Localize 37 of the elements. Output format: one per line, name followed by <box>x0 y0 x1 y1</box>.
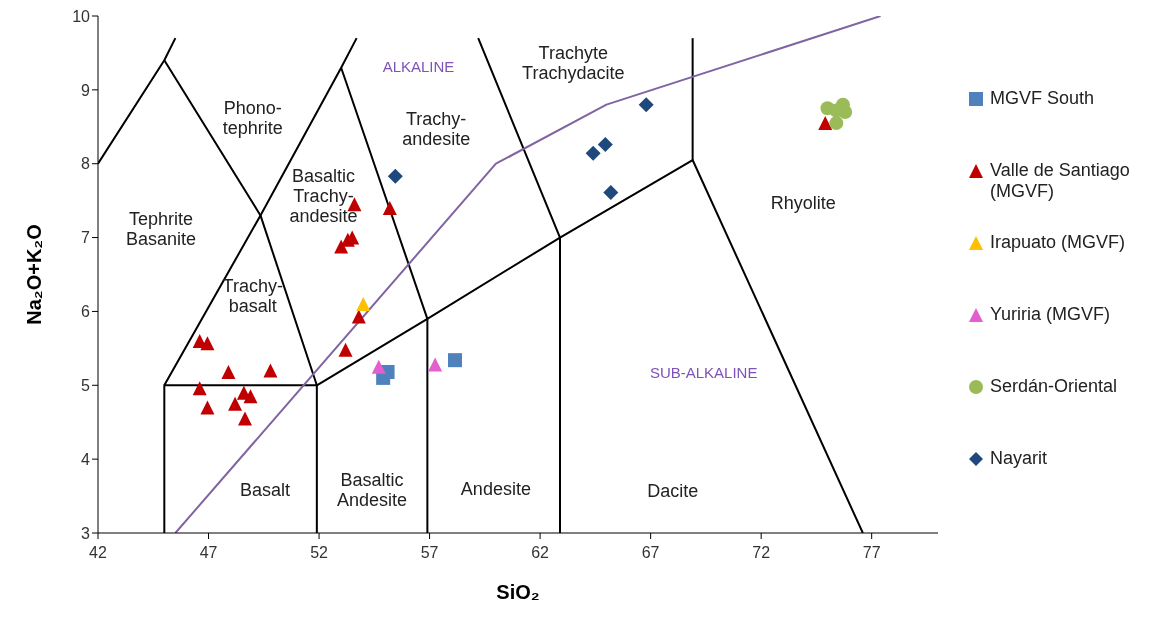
y-axis-title: Na₂O+K₂O <box>23 224 46 325</box>
y-tick-label: 6 <box>81 303 91 321</box>
x-tick-label: 72 <box>752 544 771 562</box>
y-tick-label: 9 <box>81 81 91 99</box>
annotation: ALKALINE <box>382 57 455 75</box>
annotation: Trachy- basalt <box>222 275 283 316</box>
legend-label: Irapuato (MGVF) <box>990 232 1126 253</box>
annotation: Basalt <box>239 479 290 500</box>
y-tick-label: 7 <box>81 229 91 247</box>
legend-label: Nayarit <box>990 448 1048 469</box>
y-tick-label: 3 <box>81 524 91 542</box>
annotation: Phono- tephrite <box>222 98 283 139</box>
annotation: Basaltic Andesite <box>337 469 408 510</box>
annotation: Trachyte Trachydacite <box>522 42 625 83</box>
x-axis-title: SiO₂ <box>496 581 540 603</box>
legend-label: Valle de Santiago (MGVF) <box>990 160 1131 202</box>
x-tick-label: 77 <box>862 544 881 562</box>
annotation: SUB-ALKALINE <box>649 364 758 382</box>
y-tick-label: 8 <box>81 155 91 173</box>
annotation: Rhyolite <box>770 193 836 214</box>
legend-label: Serdán-Oriental <box>990 376 1118 397</box>
legend-label: MGVF South <box>990 88 1095 109</box>
x-tick-label: 52 <box>310 544 329 562</box>
x-tick-label: 62 <box>531 544 550 562</box>
y-tick-label: 5 <box>81 376 91 394</box>
y-tick-label: 4 <box>81 450 91 468</box>
x-tick-label: 47 <box>199 544 218 562</box>
x-tick-label: 42 <box>89 544 107 562</box>
annotation: Tephrite Basanite <box>125 208 197 249</box>
x-tick-label: 67 <box>641 544 660 562</box>
annotation: Dacite <box>647 481 699 502</box>
annotation: Andesite <box>460 478 531 499</box>
annotation: Trachy- andesite <box>402 109 471 150</box>
x-tick-label: 57 <box>420 544 439 562</box>
annotation: Basaltic Trachy- andesite <box>289 165 358 226</box>
legend-label: Yuriria (MGVF) <box>990 304 1111 325</box>
y-tick-label: 10 <box>72 7 91 25</box>
